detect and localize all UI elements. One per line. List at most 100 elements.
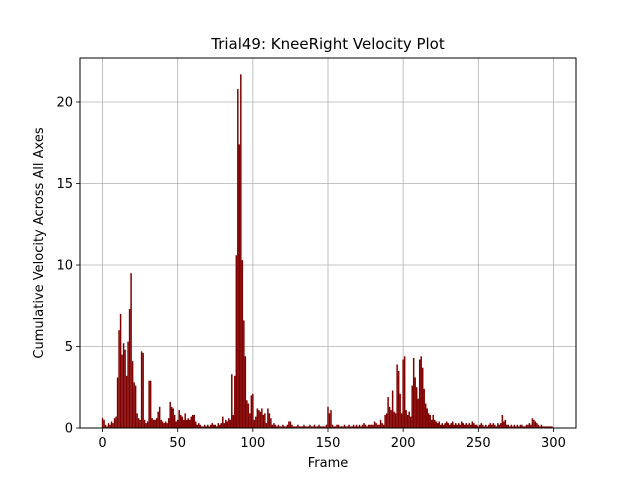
bar	[292, 426, 295, 428]
bar	[358, 424, 361, 428]
bar	[345, 426, 347, 428]
bar	[295, 426, 298, 428]
bar	[498, 424, 501, 428]
bar	[277, 424, 280, 428]
bar	[109, 424, 111, 428]
bar	[128, 309, 131, 428]
bar	[273, 423, 275, 428]
bar	[312, 426, 314, 428]
bar	[316, 426, 319, 428]
bar	[447, 423, 449, 428]
bar	[270, 418, 272, 428]
bar	[113, 418, 116, 428]
bar	[458, 423, 460, 428]
bar	[492, 423, 495, 428]
bar	[381, 423, 383, 428]
bar	[459, 424, 462, 428]
bar	[280, 426, 283, 428]
bar	[433, 419, 436, 428]
bar	[160, 419, 162, 428]
bar	[441, 423, 443, 428]
bar	[393, 411, 395, 428]
bar	[282, 424, 284, 428]
bar	[157, 411, 159, 428]
bar	[394, 413, 397, 428]
bar	[480, 423, 483, 428]
bar	[306, 426, 308, 428]
bar	[343, 424, 346, 428]
bar	[415, 387, 418, 428]
bar	[477, 426, 480, 428]
bar	[213, 424, 215, 428]
bar	[342, 426, 344, 428]
bar	[439, 424, 442, 428]
bar	[355, 424, 358, 428]
bar	[361, 424, 364, 428]
bar	[379, 419, 382, 428]
bar	[319, 426, 322, 428]
bar	[348, 424, 350, 428]
bar	[253, 419, 256, 428]
bar	[336, 424, 338, 428]
bar	[354, 426, 356, 428]
bar	[235, 255, 238, 428]
bar	[127, 341, 129, 428]
bar	[465, 423, 468, 428]
bar	[232, 414, 235, 428]
bar	[163, 423, 165, 428]
bar	[363, 423, 365, 428]
bar	[229, 419, 232, 428]
bar	[262, 414, 265, 428]
bar	[540, 424, 543, 428]
bar	[432, 414, 434, 428]
bar	[187, 418, 189, 428]
bar	[445, 421, 448, 428]
bar	[155, 418, 158, 428]
bar	[324, 426, 326, 428]
bar	[264, 413, 266, 428]
bar	[468, 423, 471, 428]
bar	[301, 426, 304, 428]
bar	[185, 419, 188, 428]
bar	[372, 424, 374, 428]
bar	[300, 426, 302, 428]
x-tick-label: 300	[541, 436, 566, 451]
bar	[207, 424, 209, 428]
bar	[503, 421, 505, 428]
bar	[534, 421, 537, 428]
bar	[444, 423, 446, 428]
bar	[427, 413, 430, 428]
bar	[148, 380, 150, 428]
bar	[121, 354, 123, 428]
bar	[244, 356, 247, 428]
x-tick-label: 50	[169, 436, 186, 451]
bar	[411, 385, 413, 428]
bar	[507, 424, 510, 428]
bar	[491, 424, 493, 428]
bar	[194, 421, 197, 428]
bar	[512, 426, 514, 428]
bar	[225, 419, 227, 428]
bar	[322, 426, 325, 428]
bar	[426, 408, 428, 428]
bar	[370, 424, 373, 428]
bar	[131, 361, 134, 428]
bar	[256, 408, 259, 428]
bar	[234, 375, 236, 428]
bar	[208, 426, 211, 428]
bar	[330, 410, 332, 428]
bar	[489, 423, 492, 428]
bar	[274, 424, 277, 428]
bar	[539, 426, 541, 428]
bar	[549, 426, 552, 428]
bar	[307, 426, 310, 428]
bar	[140, 351, 143, 428]
bar	[250, 395, 253, 428]
bar	[537, 424, 540, 428]
bar	[551, 426, 553, 428]
bar	[501, 414, 504, 428]
bar	[199, 424, 201, 428]
bar	[309, 424, 311, 428]
bar	[337, 424, 340, 428]
